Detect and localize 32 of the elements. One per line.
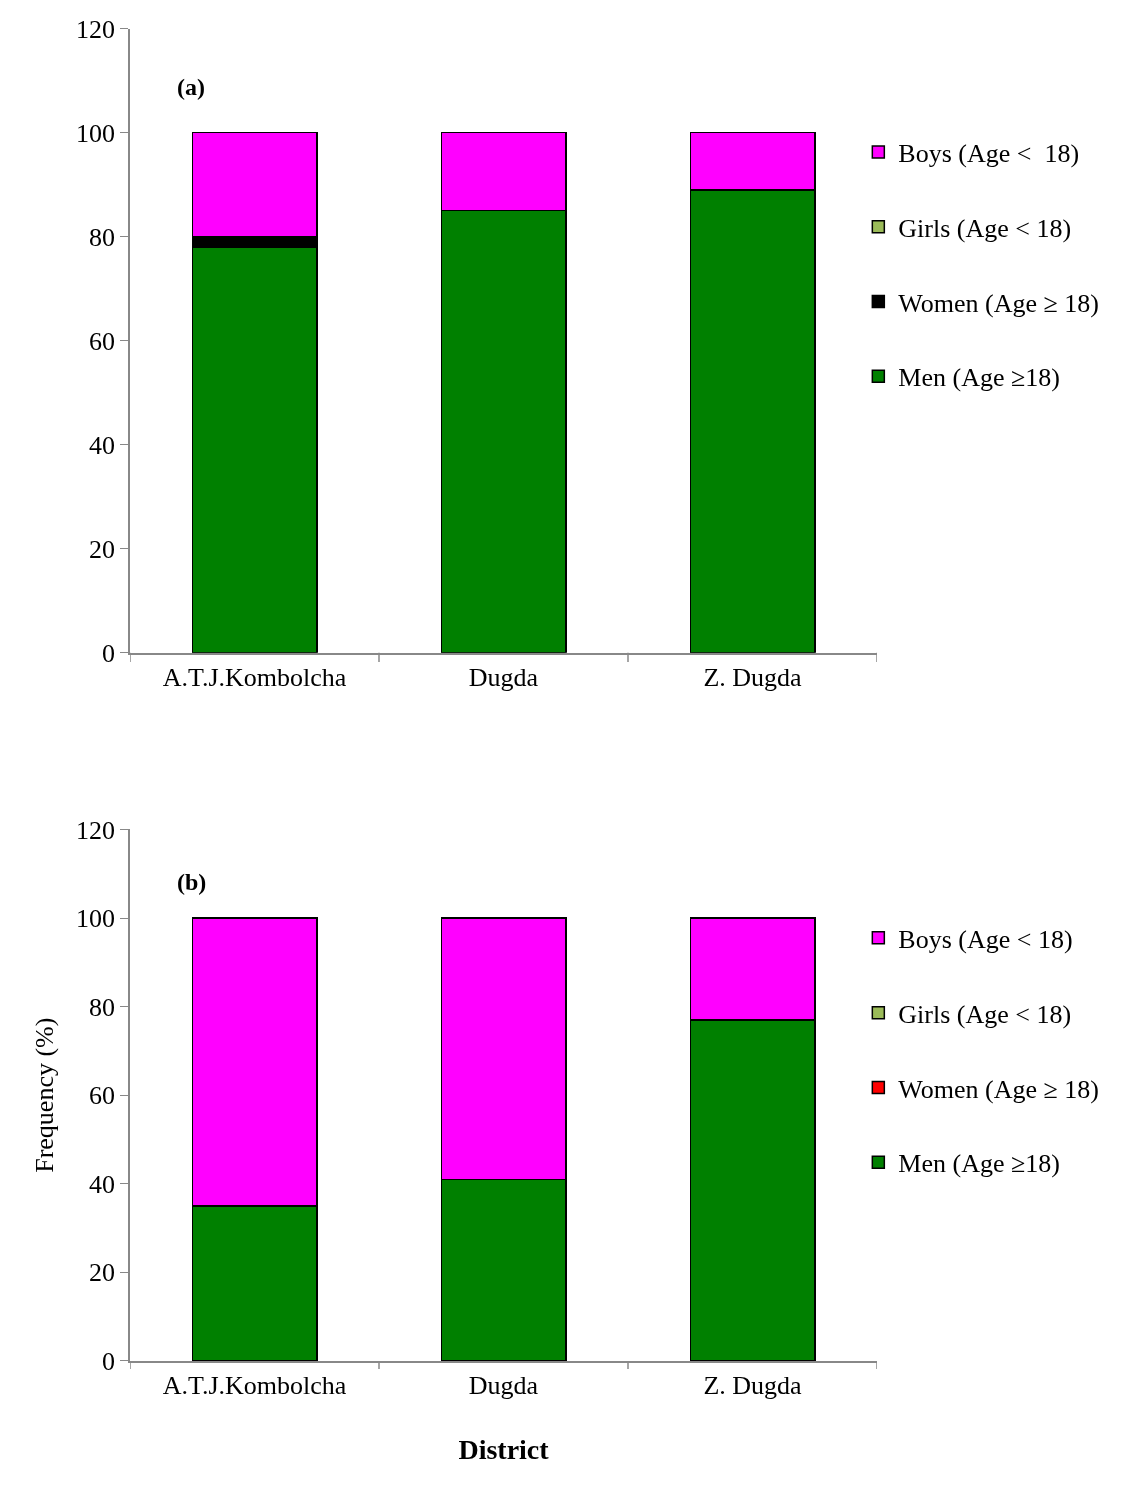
legend-label: Girls (Age < 18): [898, 213, 1072, 243]
legend-label: Women (Age ≥ 18): [898, 288, 1099, 318]
y-tick-label: 40: [89, 430, 116, 460]
legend-label: Boys (Age < 18): [898, 139, 1080, 169]
y-tick-label: 120: [76, 14, 116, 44]
annotation: (b): [177, 869, 207, 895]
y-tick-label: 60: [89, 1081, 116, 1111]
y-tick-label: 100: [76, 904, 116, 934]
y-tick-label: 80: [89, 992, 116, 1022]
y-axis-title: Frequency (%): [29, 1017, 59, 1173]
y-tick-label: 80: [89, 222, 116, 252]
y-tick-label: 20: [89, 534, 116, 564]
x-tick-label: A.T.J.Kombolcha: [162, 1370, 347, 1400]
x-tick-label: Dugda: [468, 1370, 539, 1400]
legend-label: Women (Age ≥ 18): [898, 1074, 1099, 1104]
x-tick-label: A.T.J.Kombolcha: [162, 662, 347, 692]
x-tick-label: Z. Dugda: [703, 1370, 803, 1400]
y-tick-label: 20: [89, 1258, 116, 1288]
y-tick-label: 120: [76, 815, 116, 845]
y-tick-label: 60: [89, 326, 116, 356]
y-tick-label: 100: [76, 118, 116, 148]
x-tick-label: Z. Dugda: [703, 662, 803, 692]
legend-label: Girls (Age < 18): [898, 999, 1072, 1029]
y-tick-label: 0: [102, 638, 116, 668]
x-tick-label: Dugda: [468, 662, 539, 692]
x-axis-title: District: [458, 1433, 550, 1465]
legend-label: Boys (Age < 18): [898, 924, 1073, 954]
legend-label: Men (Age ≥18): [898, 1149, 1060, 1179]
y-tick-label: 40: [89, 1169, 116, 1199]
annotation: (a): [177, 74, 205, 100]
legend-label: Men (Age ≥18): [898, 363, 1060, 393]
y-tick-label: 0: [102, 1347, 116, 1377]
